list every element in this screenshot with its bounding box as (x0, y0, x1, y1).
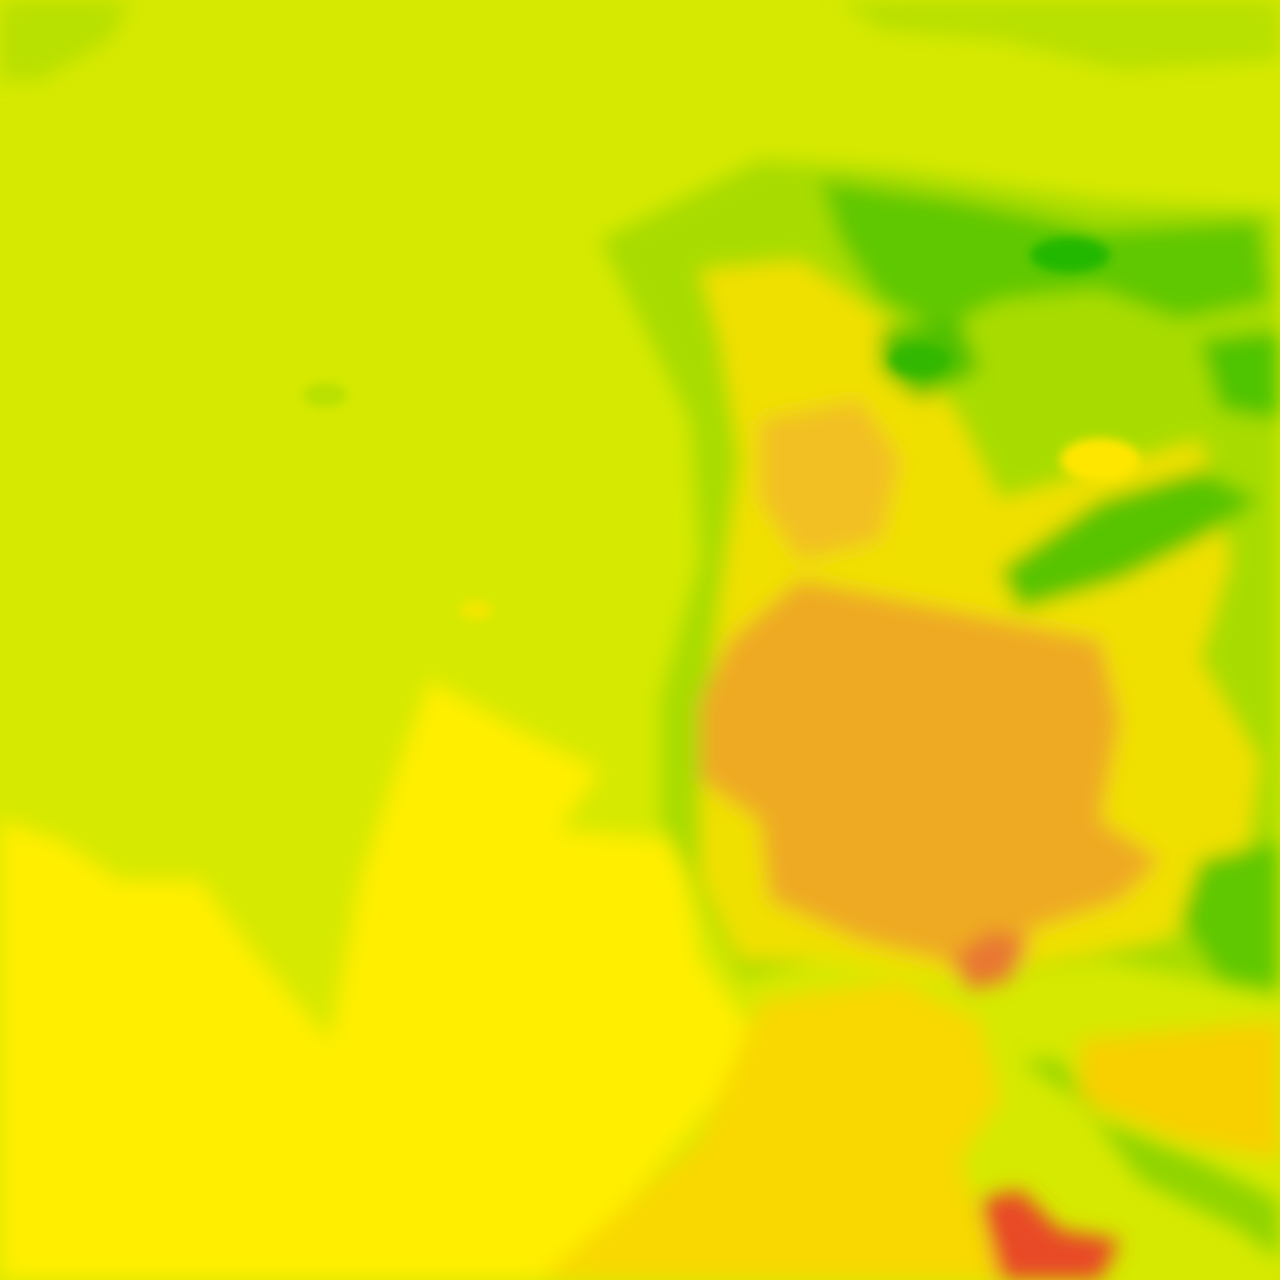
detail-layer (303, 237, 1140, 619)
